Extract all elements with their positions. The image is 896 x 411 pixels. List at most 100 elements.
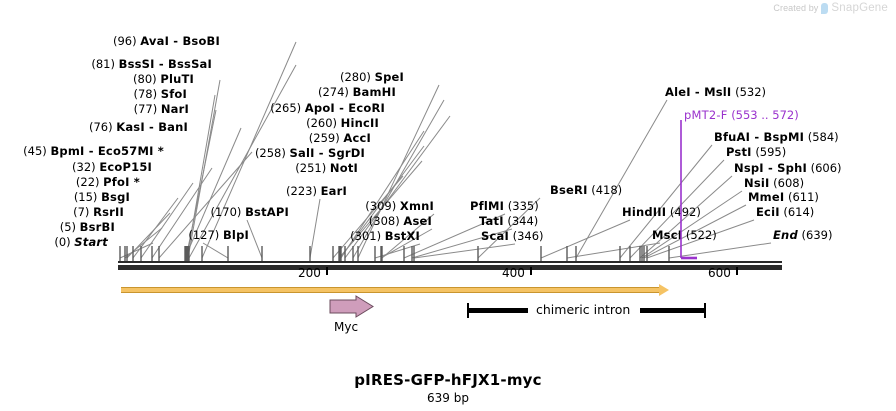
ruler-tick-400 bbox=[530, 267, 532, 275]
enzyme-name: AleI - MslI bbox=[665, 85, 732, 99]
enzyme-name: NspI - SphI bbox=[734, 161, 807, 175]
enzyme-position: (259) bbox=[308, 131, 340, 145]
ruler-label-400: 400 bbox=[502, 266, 525, 280]
enzyme-label-start: (0) Start bbox=[8, 236, 108, 249]
enzyme-name: RsrII bbox=[93, 205, 124, 219]
enzyme-name: PluTI bbox=[160, 72, 194, 86]
enzyme-position: (606) bbox=[810, 161, 842, 175]
enzyme-position: (280) bbox=[340, 70, 371, 84]
enzyme-label-nspi-sphi: NspI - SphI (606) bbox=[734, 162, 842, 175]
ruler-label-600: 600 bbox=[708, 266, 731, 280]
primer-label-pmt2-f: pMT2-F (553 .. 572) bbox=[684, 109, 799, 122]
enzyme-name: NotI bbox=[329, 161, 358, 175]
enzyme-position: (5) bbox=[59, 220, 77, 234]
enzyme-position: (595) bbox=[755, 145, 787, 159]
ruler-tick-600 bbox=[736, 267, 738, 275]
enzyme-position: (15) bbox=[73, 190, 98, 204]
enzyme-label-avai-bsobi: (96) AvaI - BsoBI bbox=[60, 35, 220, 48]
chimeric-intron-label: chimeric intron bbox=[536, 302, 631, 317]
enzyme-name: Start bbox=[74, 235, 108, 249]
enzyme-position: (45) bbox=[23, 144, 47, 158]
enzyme-name: AseI bbox=[403, 214, 432, 228]
enzyme-position: (127) bbox=[188, 228, 220, 242]
enzyme-position: (260) bbox=[306, 116, 338, 130]
enzyme-label-bpmi-eco57mi: (45) BpmI - Eco57MI * bbox=[4, 145, 164, 158]
enzyme-label-hindiii: HindIII (492) bbox=[622, 206, 701, 219]
enzyme-position: (614) bbox=[783, 205, 815, 219]
enzyme-name: BstAPI bbox=[245, 205, 289, 219]
enzyme-label-sali-sgrdi: (258) SalI - SgrDI bbox=[232, 147, 365, 160]
enzyme-label-end: End (639) bbox=[773, 229, 832, 242]
enzyme-name: EciI bbox=[756, 205, 780, 219]
enzyme-name: SpeI bbox=[374, 70, 404, 84]
enzyme-label-eari: (223) EarI bbox=[257, 185, 347, 198]
enzyme-name: MscI bbox=[652, 228, 683, 242]
ruler-tick-200 bbox=[326, 267, 328, 275]
orange-feature-arrow-body bbox=[121, 287, 661, 293]
enzyme-position: (309) bbox=[365, 199, 397, 213]
enzyme-position: (265) bbox=[270, 101, 302, 115]
enzyme-label-acci: (259) AccI bbox=[271, 132, 371, 145]
enzyme-position: (78) bbox=[133, 87, 158, 101]
enzyme-label-ecop15i: (32) EcoP15I bbox=[32, 161, 152, 174]
enzyme-name: KasI - BanI bbox=[116, 120, 188, 134]
enzyme-position: (301) bbox=[350, 229, 382, 243]
chimeric-intron-right-cap bbox=[704, 303, 706, 318]
enzyme-name: End bbox=[773, 228, 798, 242]
enzyme-label-alei-msli: AleI - MslI (532) bbox=[665, 86, 766, 99]
enzyme-position: (251) bbox=[295, 161, 327, 175]
plasmid-backbone bbox=[118, 265, 782, 270]
enzyme-label-pluti: (80) PluTI bbox=[94, 73, 194, 86]
enzyme-name: NarI bbox=[160, 102, 189, 116]
enzyme-position: (223) bbox=[286, 184, 317, 198]
enzyme-position: (258) bbox=[254, 146, 286, 160]
enzyme-label-bstapi: (170) BstAPI bbox=[189, 206, 289, 219]
enzyme-position: (76) bbox=[88, 120, 113, 134]
plasmid-backbone-thin-line bbox=[118, 261, 782, 263]
enzyme-position: (522) bbox=[685, 228, 717, 242]
plasmid-title: pIRES-GFP-hFJX1-myc bbox=[354, 371, 542, 389]
enzyme-position: (7) bbox=[73, 205, 90, 219]
enzyme-label-kasi-bani: (76) KasI - BanI bbox=[48, 121, 188, 134]
enzyme-name: BsgI bbox=[101, 190, 130, 204]
enzyme-name: BamHI bbox=[352, 85, 396, 99]
enzyme-position: (611) bbox=[787, 190, 819, 204]
enzyme-label-apoi-ecori: (265) ApoI - EcoRI bbox=[245, 102, 385, 115]
enzyme-name: PfoI * bbox=[103, 175, 140, 189]
snapgene-watermark: Created by SnapGene bbox=[773, 2, 888, 14]
enzyme-name: BstXI bbox=[384, 229, 420, 243]
watermark-brand-label: SnapGene bbox=[831, 2, 888, 14]
enzyme-label-bstxi: (301) BstXI bbox=[330, 230, 420, 243]
enzyme-position: (77) bbox=[133, 102, 158, 116]
enzyme-label-nsii: NsiI (608) bbox=[744, 177, 804, 190]
enzyme-name: ApoI - EcoRI bbox=[304, 101, 385, 115]
enzyme-name: BsrBI bbox=[79, 220, 115, 234]
enzyme-label-scai: ScaI (346) bbox=[481, 230, 544, 243]
enzyme-label-sfoi: (78) SfoI bbox=[87, 88, 187, 101]
watermark-created-by-label: Created by bbox=[773, 3, 819, 13]
enzyme-name: MmeI bbox=[748, 190, 785, 204]
enzyme-label-msci: MscI (522) bbox=[652, 229, 717, 242]
enzyme-name: BpmI - Eco57MI * bbox=[50, 144, 164, 158]
plasmid-size-label: 639 bp bbox=[427, 391, 469, 405]
enzyme-position: (344) bbox=[507, 214, 539, 228]
enzyme-label-rsrii: (7) RsrII bbox=[24, 206, 124, 219]
enzyme-position: (0) bbox=[54, 235, 71, 249]
enzyme-label-ecii: EciI (614) bbox=[756, 206, 814, 219]
chimeric-intron-left-bar bbox=[468, 308, 528, 313]
enzyme-label-pflmi: PflMI (335) bbox=[470, 200, 539, 213]
enzyme-position: (22) bbox=[75, 175, 100, 189]
chimeric-intron-right-bar bbox=[640, 308, 704, 313]
myc-feature-arrow bbox=[329, 295, 374, 318]
enzyme-position: (32) bbox=[72, 160, 96, 174]
enzyme-label-pfoi: (22) PfoI * bbox=[30, 176, 140, 189]
enzyme-name: XmnI bbox=[399, 199, 434, 213]
enzyme-name: ScaI bbox=[481, 229, 509, 243]
enzyme-name: BfuAI - BspMI bbox=[714, 130, 805, 144]
enzyme-label-bsssi-bsssai: (81) BssSI - BssSaI bbox=[52, 58, 212, 71]
enzyme-position: (608) bbox=[773, 176, 805, 190]
enzyme-label-spei: (280) SpeI bbox=[304, 71, 404, 84]
enzyme-name: PstI bbox=[726, 145, 752, 159]
ruler-label-200: 200 bbox=[298, 266, 321, 280]
